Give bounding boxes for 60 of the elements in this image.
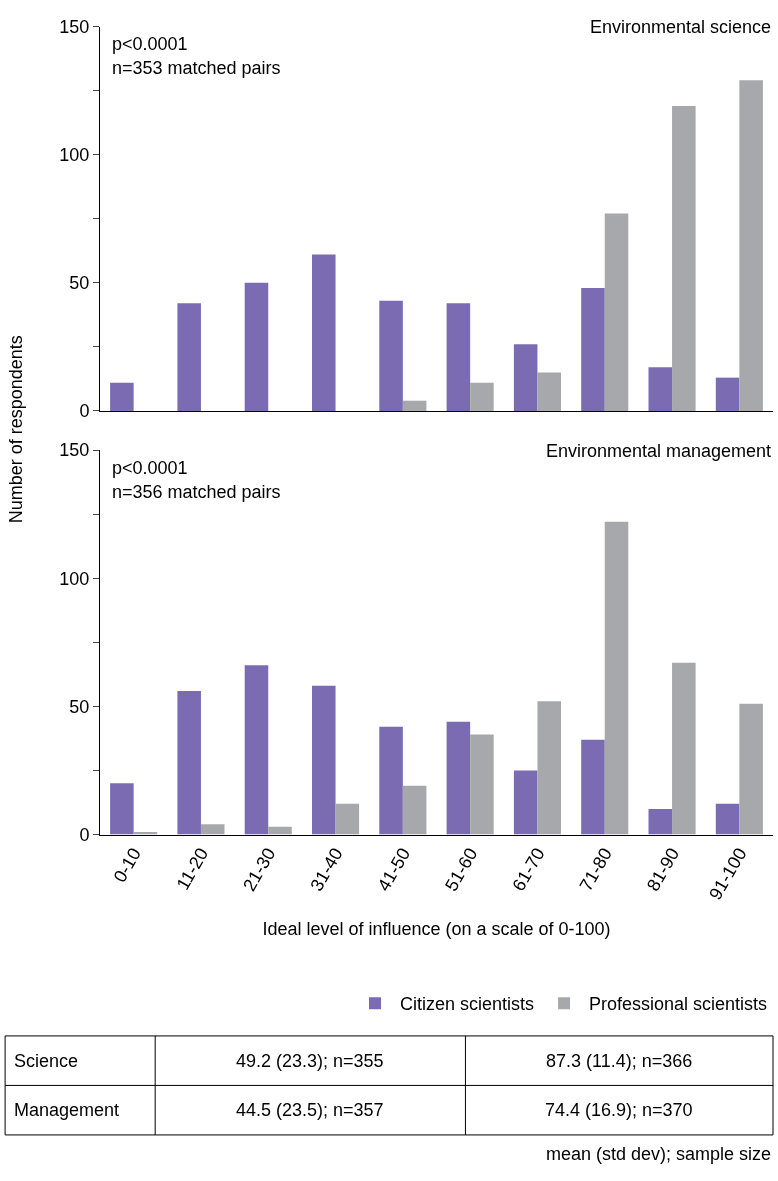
annotation: n=356 matched pairs xyxy=(112,482,281,502)
y-tick-label: 150 xyxy=(59,440,90,461)
text: Management xyxy=(14,1100,120,1120)
bar xyxy=(244,282,269,411)
annotation: p<0.0001 xyxy=(112,34,188,54)
y-tick-label: 50 xyxy=(69,696,90,717)
chart-title: Environmental science xyxy=(590,17,772,37)
text: Science xyxy=(14,1051,79,1071)
bar xyxy=(672,662,696,835)
bar xyxy=(177,690,201,835)
bar xyxy=(581,739,605,835)
y-tick-label: 0 xyxy=(79,401,90,422)
bar xyxy=(446,303,471,411)
bar xyxy=(739,703,763,835)
y-tick-label: 100 xyxy=(59,568,90,589)
bar xyxy=(110,783,134,835)
bar xyxy=(648,367,673,411)
bar xyxy=(335,803,360,835)
bar xyxy=(604,521,629,835)
text: 74.4 (16.9); n=370 xyxy=(545,1100,693,1120)
text: 87.3 (11.4); n=366 xyxy=(546,1051,693,1071)
bar xyxy=(581,287,605,411)
bar xyxy=(312,685,336,835)
bar xyxy=(537,701,561,835)
text: mean (std dev); sample size xyxy=(546,1144,772,1164)
y-tick-label: 150 xyxy=(59,16,90,37)
x-axis-title: Ideal level of influence (on a scale of 0-100) xyxy=(262,919,611,940)
bar xyxy=(402,785,427,835)
bar xyxy=(177,303,201,411)
y-tick-label: 50 xyxy=(69,273,90,294)
bar xyxy=(672,105,696,411)
y-axis-title: Number of respondents xyxy=(5,335,26,524)
bar xyxy=(312,254,336,411)
text: 44.5 (23.5); n=357 xyxy=(236,1100,384,1120)
bar xyxy=(110,382,134,411)
bar xyxy=(537,372,561,411)
bar xyxy=(715,377,740,411)
bar xyxy=(513,770,538,835)
y-tick-label: 100 xyxy=(59,144,90,165)
text: 49.2 (23.3); n=355 xyxy=(236,1051,384,1071)
bar xyxy=(739,80,763,411)
annotation: p<0.0001 xyxy=(112,458,188,478)
bar xyxy=(268,826,292,835)
bar xyxy=(379,726,403,835)
legend-label: Citizen scientists xyxy=(400,994,535,1015)
bar xyxy=(648,808,673,835)
bar xyxy=(200,824,225,835)
annotation: n=353 matched pairs xyxy=(112,58,281,78)
chart-title: Environmental management xyxy=(546,441,772,461)
bar xyxy=(379,300,403,411)
bar xyxy=(402,400,427,411)
bar xyxy=(604,213,629,411)
legend-label: Professional scientists xyxy=(589,994,768,1015)
bar xyxy=(470,734,494,835)
bar xyxy=(715,803,740,835)
bar xyxy=(446,721,471,835)
bar xyxy=(513,344,538,411)
bar xyxy=(244,665,269,835)
y-tick-label: 0 xyxy=(79,824,90,845)
bar xyxy=(470,382,494,411)
